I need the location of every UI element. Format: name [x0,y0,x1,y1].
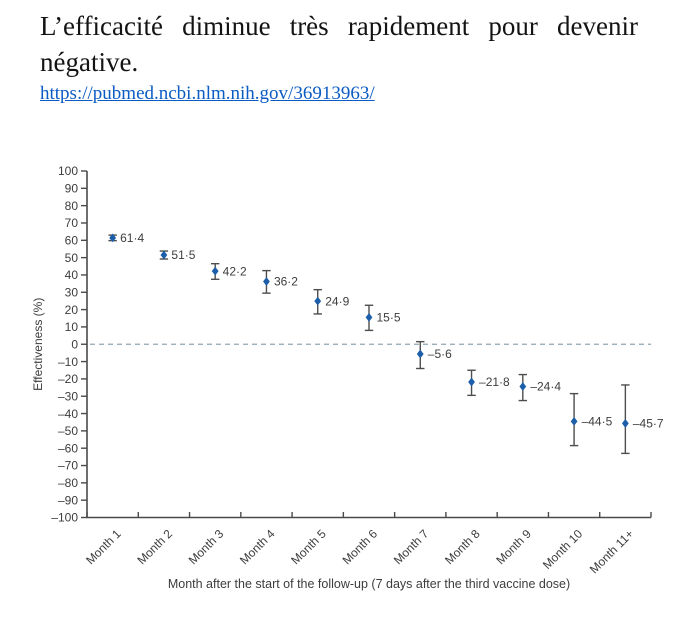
y-tick-label: 0 [71,337,78,351]
y-tick-label: 50 [65,251,79,265]
value-label: –5·6 [428,347,452,361]
value-label: –24·4 [530,380,561,394]
data-point-marker [365,312,373,322]
y-tick-label: –80 [58,476,78,490]
value-label: –45·7 [633,417,664,431]
page-title: L’efficacité diminue très rapidement pou… [40,11,638,77]
x-tick-label: Month 10 [540,527,586,573]
x-axis-title: Month after the start of the follow-up (… [168,577,570,591]
y-tick-label: –10 [58,355,78,369]
value-label: 42·2 [223,264,247,278]
y-tick-label: –60 [58,441,78,455]
y-tick-label: 10 [65,320,79,334]
x-tick-label: Month 2 [134,526,175,567]
y-tick-label: 70 [65,216,79,230]
y-tick-label: 90 [65,182,79,196]
effectiveness-chart: 1009080706050403020100–10–20–30–40–50–60… [31,164,664,591]
y-tick-label: –50 [58,424,78,438]
pubmed-link[interactable]: https://pubmed.ncbi.nlm.nih.gov/36913963… [40,83,375,104]
data-point-marker [519,382,527,391]
y-tick-label: –30 [58,389,78,403]
x-tick-label: Month 9 [493,526,534,567]
y-axis-title: Effectiveness (%) [31,298,45,391]
y-tick-label: 30 [65,285,79,299]
data-point-marker [416,349,424,359]
y-tick-label: 100 [58,164,78,178]
y-tick-label: –100 [51,511,78,525]
value-label: –21·8 [479,375,510,389]
y-tick-label: 40 [65,268,79,282]
value-label: 61·4 [120,231,144,245]
value-label: 36·2 [274,275,298,289]
y-tick-label: –70 [58,459,78,473]
x-tick-label: Month 11+ [587,527,637,577]
value-label: 15·5 [377,311,401,325]
y-tick-label: 80 [65,199,79,213]
x-tick-label: Month 5 [288,526,329,567]
x-tick-label: Month 7 [391,526,432,567]
y-tick-label: –90 [58,493,78,507]
x-tick-label: Month 8 [442,526,483,567]
data-point-marker [109,233,117,243]
y-tick-label: 20 [65,303,79,317]
data-point-marker [570,416,578,426]
y-tick-label: 60 [65,234,79,248]
value-label: 51·5 [171,248,195,262]
data-point-marker [621,419,629,428]
x-tick-label: Month 6 [340,526,381,567]
data-point-marker [160,250,168,260]
x-tick-label: Month 4 [237,526,278,567]
header: L’efficacité diminue très rapidement pou… [40,8,638,105]
y-tick-label: –20 [58,372,78,386]
x-tick-label: Month 1 [83,526,124,567]
data-point-marker [263,277,270,286]
data-point-marker [314,296,322,306]
x-tick-label: Month 3 [186,526,227,567]
y-tick-label: –40 [58,407,78,421]
value-label: 24·9 [325,294,349,308]
data-point-marker [211,266,219,276]
value-label: –44·5 [582,415,613,429]
data-point-marker [468,377,475,387]
